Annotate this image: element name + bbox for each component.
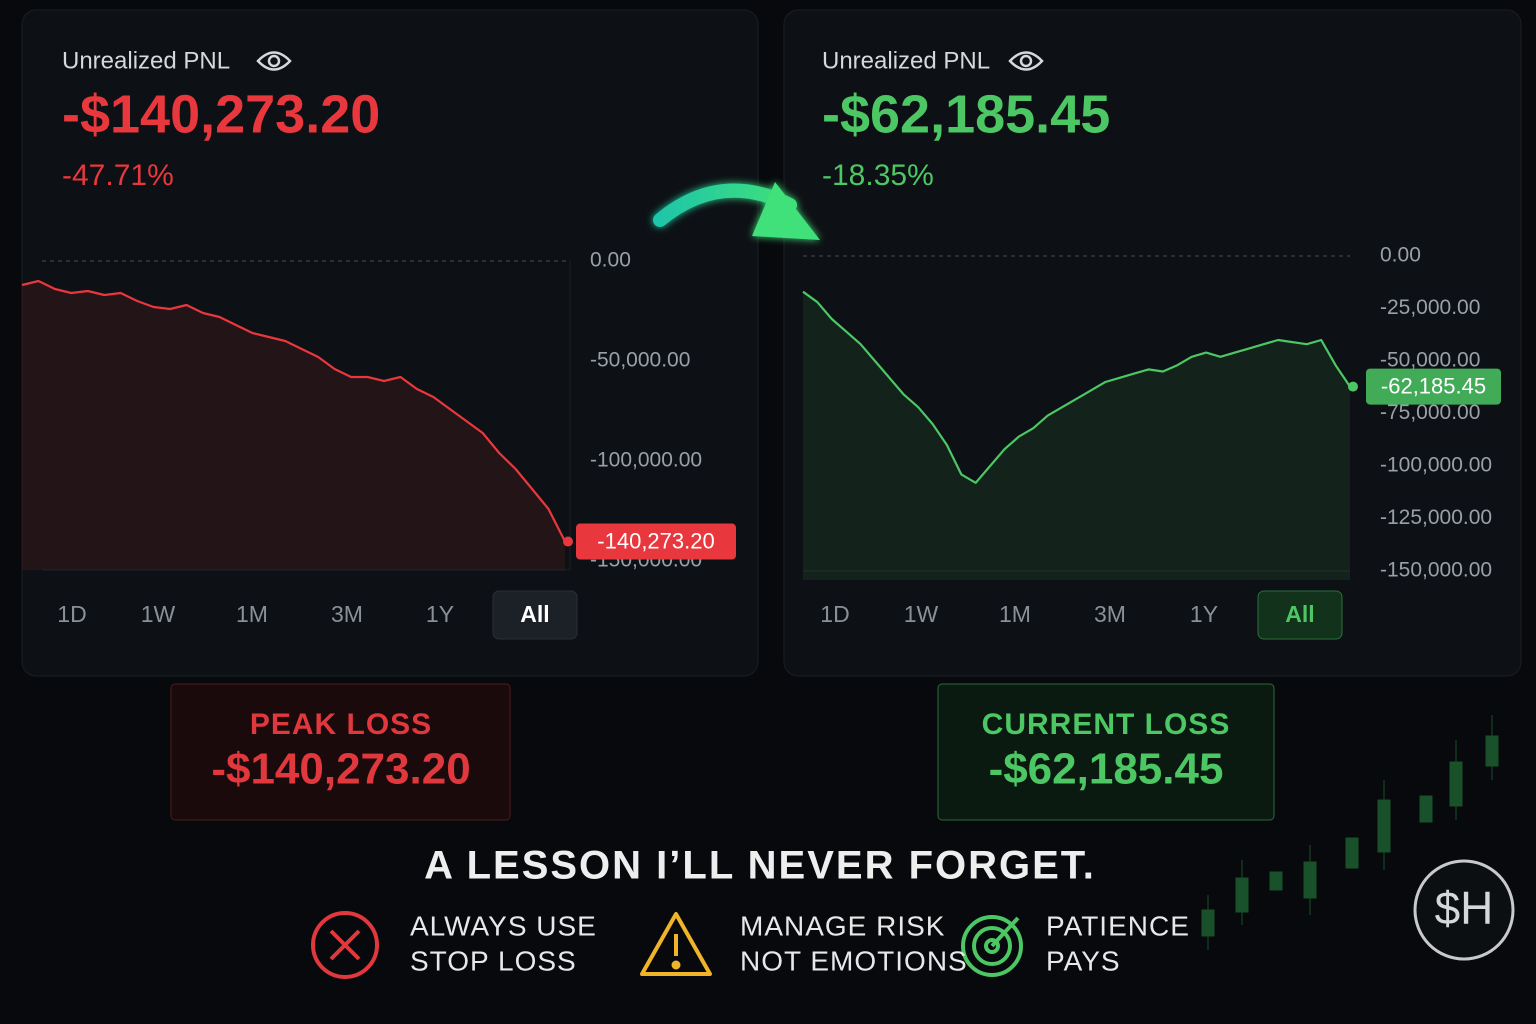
tip-text: STOP LOSS xyxy=(410,945,577,976)
timeframe-button[interactable]: All xyxy=(520,601,549,627)
value-label-box xyxy=(576,523,736,560)
target-icon xyxy=(961,915,1023,977)
timeframe-button[interactable]: 1M xyxy=(999,601,1031,627)
y-tick-label: -150,000.00 xyxy=(1380,559,1492,582)
y-tick-label: -50,000.00 xyxy=(590,349,690,372)
timeframe-button[interactable]: 1W xyxy=(904,601,939,627)
transition-arrow xyxy=(653,182,820,240)
card-right xyxy=(783,9,1522,677)
timeframe-button[interactable]: 3M xyxy=(331,601,363,627)
timeframe-button[interactable]: 1M xyxy=(236,601,268,627)
tip-text: PATIENCE xyxy=(1046,910,1190,941)
y-tick-label: -75,000.00 xyxy=(1380,401,1480,424)
eye-icon[interactable] xyxy=(1008,51,1044,71)
timeframe-button[interactable]: 1Y xyxy=(426,601,454,627)
pnl-label: Unrealized PNL xyxy=(822,47,990,74)
y-tick-label: -25,000.00 xyxy=(1380,296,1480,319)
stop-icon xyxy=(311,911,379,979)
logo: $H xyxy=(1435,882,1494,934)
timeframe-button[interactable]: 1Y xyxy=(1190,601,1218,627)
y-tick-label: -100,000.00 xyxy=(1380,454,1492,477)
y-tick-label: -100,000.00 xyxy=(590,449,702,472)
tip-text: PAYS xyxy=(1046,945,1121,976)
tips: ALWAYS USE STOP LOSS MANAGE RISK NOT EMOTIO… xyxy=(410,910,1190,976)
summary-title: CURRENT LOSS xyxy=(982,708,1231,741)
summary-box xyxy=(937,683,1275,821)
tip-text: ALWAYS USE xyxy=(410,910,597,941)
timeframe-button[interactable]: 3M xyxy=(1094,601,1126,627)
y-tick-label: 0.00 xyxy=(1380,244,1421,267)
summary-value: -$140,273.20 xyxy=(211,745,470,794)
y-tick-label: 0.00 xyxy=(590,249,631,272)
summary-title: PEAK LOSS xyxy=(250,708,432,741)
end-dot xyxy=(563,536,573,547)
end-dot xyxy=(1348,381,1358,392)
chart: 0.00-50,000.00-100,000.00-150,000.00-140… xyxy=(21,249,736,640)
value-label-box xyxy=(1366,368,1501,405)
pnl-value: -$62,185.45 xyxy=(822,84,1110,144)
line-area xyxy=(22,281,565,570)
timeframe-button[interactable]: 1D xyxy=(57,601,86,627)
summary-value: -$62,185.45 xyxy=(989,745,1224,794)
timeframe-active[interactable] xyxy=(1257,590,1343,640)
charts: 0.00 -50,000.00 -100,000.00 -150,000.00 -140… xyxy=(21,244,1501,640)
summary-box xyxy=(170,683,511,821)
chart: 0.00 -25,000.00 -50,000.00 -75,000.00 -100,0… xyxy=(802,244,1501,640)
value-label: -140,273.20 xyxy=(597,528,714,553)
decor-candles xyxy=(1201,715,1499,950)
pnl-label: Unrealized PNL xyxy=(62,47,230,74)
pnl-value: -$140,273.20 xyxy=(62,84,380,144)
value-label: -62,185.45 xyxy=(1381,373,1486,398)
timeframe-active[interactable] xyxy=(492,590,578,640)
line xyxy=(802,290,1351,484)
pnl-percent: -18.35% xyxy=(822,159,934,192)
tip-text: NOT EMOTIONS xyxy=(740,945,968,976)
timeframe-button[interactable]: 1W xyxy=(141,601,176,627)
line xyxy=(21,279,566,542)
pnl-percent: -47.71% xyxy=(62,159,174,192)
card-left xyxy=(21,9,759,677)
headline: A LESSON I’LL NEVER FORGET. xyxy=(424,844,1096,888)
timeframe-button[interactable]: 1D xyxy=(820,601,849,627)
line-area xyxy=(803,291,1350,580)
y-tick-label: -50,000.00 xyxy=(1380,349,1480,372)
logo-badge xyxy=(1413,859,1515,961)
tip-text: MANAGE RISK xyxy=(740,910,945,941)
warning-icon xyxy=(640,912,712,976)
timeframe-button[interactable]: All xyxy=(1285,601,1314,627)
eye-icon[interactable] xyxy=(256,51,292,71)
y-tick-label: -125,000.00 xyxy=(1380,506,1492,529)
